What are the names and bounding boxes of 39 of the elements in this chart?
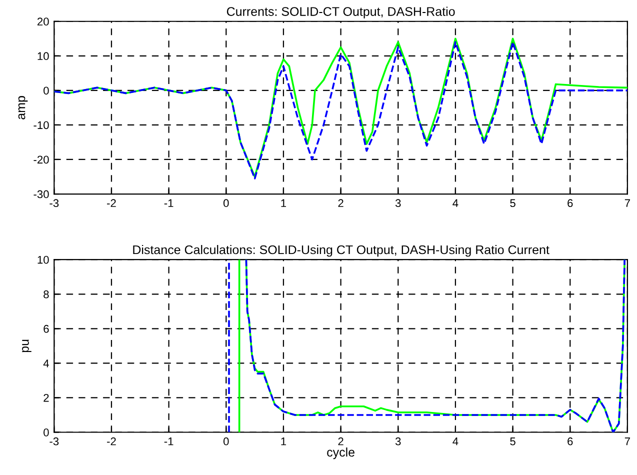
y-tick-label: -10 xyxy=(34,121,49,130)
y-tick-label: 6 xyxy=(44,324,49,333)
y-tick-label: 0 xyxy=(44,428,49,436)
x-tick-label: 6 xyxy=(568,199,573,208)
x-tick-label: 0 xyxy=(223,199,229,208)
y-tick-label: 4 xyxy=(43,360,49,368)
x-tick-label: 7 xyxy=(624,199,630,207)
y-tick-label: -20 xyxy=(34,156,49,164)
x-tick-label: 6 xyxy=(568,437,573,446)
x-tick-label: 1 xyxy=(281,438,286,446)
x-tick-label: -2 xyxy=(107,199,116,207)
y-tick-label: 10 xyxy=(38,256,49,264)
x-tick-label: -3 xyxy=(50,437,59,446)
x-tick-label: 4 xyxy=(452,438,458,446)
y-tick-label: 10 xyxy=(38,52,49,60)
x-tick-label: -3 xyxy=(50,199,59,208)
x-tick-label: 5 xyxy=(510,199,516,208)
x-tick-label: -1 xyxy=(164,199,174,207)
y-tick-label: -30 xyxy=(34,190,49,198)
x-tick-label: 4 xyxy=(452,199,458,207)
x-tick-label: 3 xyxy=(395,437,401,446)
x-tick-label: 3 xyxy=(395,199,401,208)
x-tick-label: 2 xyxy=(338,199,344,207)
y-axis-title: pu xyxy=(22,340,32,352)
y-tick-label: 8 xyxy=(44,290,49,298)
x-tick-label: 2 xyxy=(338,437,344,446)
chart-title: Distance Calculations: SOLID-Using CT Output, DASH-Using Ratio Current xyxy=(133,245,550,257)
y-tick-label: 20 xyxy=(37,18,49,26)
x-tick-label: -1 xyxy=(164,438,174,446)
x-tick-label: 7 xyxy=(624,438,630,446)
y-tick-label: 2 xyxy=(44,394,49,402)
chart-title: Currents: SOLID-CT Output, DASH-Ratio xyxy=(226,6,455,18)
x-axis-title: cycle xyxy=(327,447,354,460)
y-tick-label: 0 xyxy=(44,86,49,95)
y-axis-title: amp xyxy=(18,96,28,120)
x-tick-label: -2 xyxy=(107,437,116,446)
x-tick-label: 1 xyxy=(281,199,286,207)
x-tick-label: 5 xyxy=(510,438,516,446)
x-tick-label: 0 xyxy=(223,437,229,446)
